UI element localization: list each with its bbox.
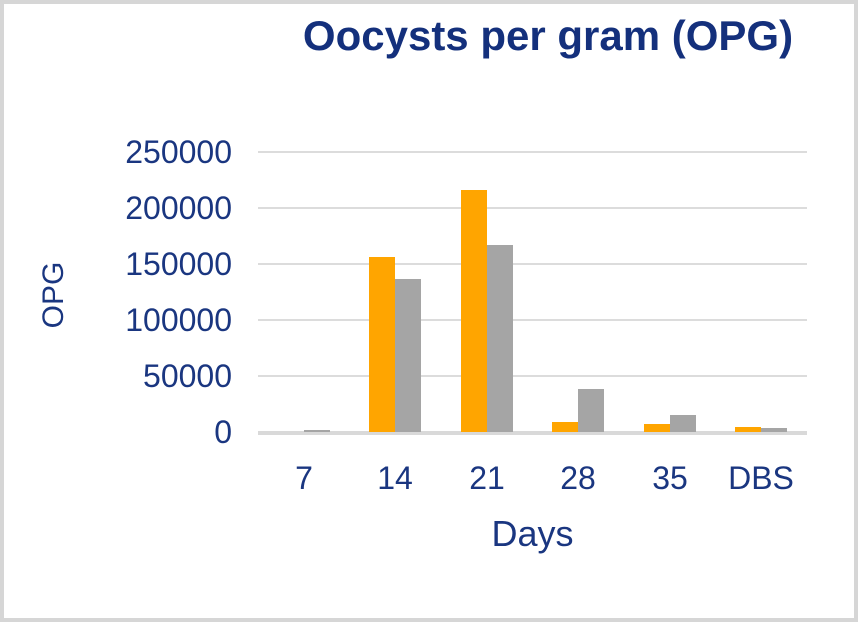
orange-series-bar bbox=[735, 427, 761, 432]
x-tick-label: 35 bbox=[652, 460, 688, 496]
gray-series-bar bbox=[578, 389, 604, 432]
x-tick-label: 21 bbox=[469, 460, 505, 496]
y-tick-label: 200000 bbox=[125, 190, 232, 226]
y-axis-title-text: OPG bbox=[37, 261, 70, 329]
orange-series-bar bbox=[552, 422, 578, 432]
y-tick-label: 100000 bbox=[125, 302, 232, 338]
gridline bbox=[258, 151, 807, 153]
gridline bbox=[258, 375, 807, 377]
gray-series-bar bbox=[670, 415, 696, 432]
x-tick-label: 14 bbox=[377, 460, 413, 496]
orange-series-bar bbox=[644, 424, 670, 432]
x-tick-label: 28 bbox=[560, 460, 596, 496]
gridline bbox=[258, 263, 807, 265]
gray-series-bar bbox=[761, 428, 787, 432]
x-axis-title: Days bbox=[491, 513, 574, 554]
chart-title: Oocysts per gram (OPG) bbox=[302, 12, 794, 59]
y-tick-label: 50000 bbox=[143, 358, 232, 394]
gridline bbox=[258, 319, 807, 321]
x-tick-label: DBS bbox=[728, 460, 794, 496]
gray-series-bar bbox=[487, 245, 513, 432]
y-tick-label: 0 bbox=[214, 414, 232, 450]
y-tick-label: 250000 bbox=[125, 134, 232, 170]
orange-series-bar bbox=[369, 257, 395, 432]
x-tick-label: 7 bbox=[295, 460, 313, 496]
gray-series-bar bbox=[395, 279, 421, 432]
gridline bbox=[258, 207, 807, 209]
x-axis-line bbox=[258, 431, 807, 435]
y-tick-label: 150000 bbox=[125, 246, 232, 282]
gray-series-bar bbox=[304, 430, 330, 432]
orange-series-bar bbox=[461, 190, 487, 432]
